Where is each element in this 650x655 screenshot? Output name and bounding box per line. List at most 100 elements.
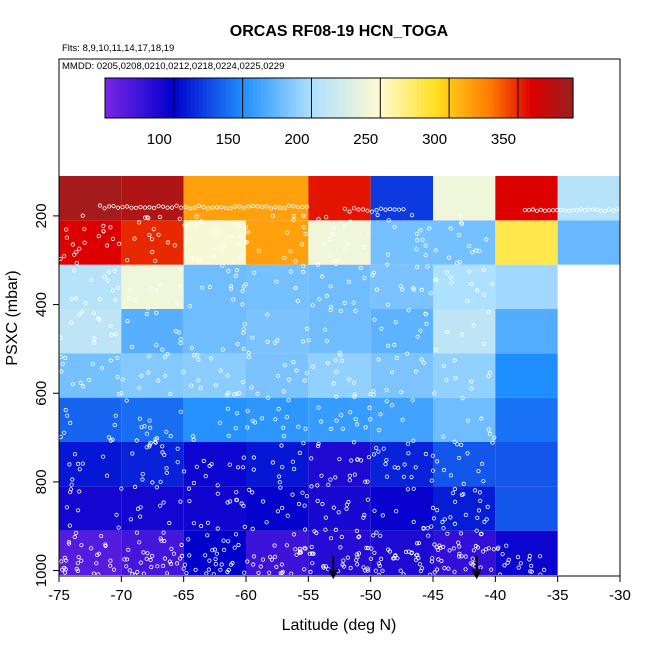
observation-point <box>455 442 460 447</box>
observation-point <box>110 437 115 442</box>
colorbar-segment <box>346 78 352 118</box>
observation-point <box>304 371 309 376</box>
observation-point <box>478 531 484 537</box>
observation-point <box>491 547 496 552</box>
colorbar-segment <box>541 78 547 118</box>
observation-point <box>432 542 437 547</box>
observation-point <box>132 572 137 578</box>
colorbar-segment <box>245 78 250 118</box>
observation-point <box>354 528 360 534</box>
arrow-head <box>328 568 339 580</box>
observation-point <box>354 552 359 557</box>
observation-point <box>138 560 143 565</box>
observation-point <box>342 300 347 306</box>
colorbar-segment <box>557 78 562 118</box>
observation-point <box>290 459 295 464</box>
observation-point <box>337 457 342 462</box>
observation-point <box>82 240 87 245</box>
colorbar-segment <box>128 78 133 118</box>
observation-point <box>486 427 491 432</box>
observation-point <box>240 288 245 294</box>
observation-point <box>477 490 482 495</box>
observation-point <box>399 390 404 395</box>
observation-point <box>66 541 72 546</box>
observation-point <box>550 208 556 213</box>
observation-point <box>70 242 76 247</box>
observation-point <box>206 567 211 572</box>
observation-point <box>140 471 145 477</box>
observation-point <box>459 554 464 559</box>
observation-point <box>297 450 302 455</box>
heatmap-cell <box>59 530 122 575</box>
heatmap-cell <box>59 220 122 265</box>
observation-point <box>293 259 298 264</box>
observation-point <box>476 508 482 513</box>
observation-point <box>233 425 238 431</box>
observation-point <box>245 559 250 564</box>
observation-point <box>336 510 341 515</box>
colorbar-segment <box>249 78 254 118</box>
observation-point <box>363 479 368 484</box>
observation-point <box>338 352 343 358</box>
observation-point <box>168 391 173 396</box>
observation-point <box>154 288 159 293</box>
observation-point <box>160 444 165 449</box>
observation-point <box>291 359 296 365</box>
colorbar-segment <box>413 78 418 118</box>
colorbar-segment <box>190 78 196 118</box>
observation-point <box>318 419 324 424</box>
colorbar-segment <box>370 78 375 118</box>
observation-point <box>406 451 411 456</box>
observation-point <box>89 546 94 551</box>
observation-point <box>226 539 231 544</box>
colorbar-segment <box>214 78 219 118</box>
observation-point <box>205 520 211 525</box>
colorbar-segment <box>362 78 367 118</box>
observation-point <box>241 205 247 211</box>
colorbar-segment <box>120 78 126 118</box>
observation-point <box>66 540 72 545</box>
observation-point <box>325 360 330 366</box>
observation-point <box>76 554 81 560</box>
observation-point <box>114 512 119 517</box>
observation-point <box>434 459 440 464</box>
heatmap-cell <box>183 530 246 575</box>
observation-point <box>413 465 418 470</box>
observation-point <box>409 550 414 555</box>
observation-point <box>428 290 433 296</box>
observation-point <box>351 380 357 385</box>
observation-point <box>459 332 465 337</box>
observation-point <box>291 214 296 219</box>
heatmap-cell <box>433 264 496 309</box>
observation-point <box>328 426 334 431</box>
colorbar-segment <box>179 78 184 118</box>
observation-point <box>255 391 260 396</box>
observation-point <box>241 465 246 470</box>
colorbar-segment <box>202 78 207 118</box>
observation-point <box>361 565 366 570</box>
observation-point <box>348 565 353 571</box>
observation-point <box>504 543 509 548</box>
observation-point <box>228 286 234 291</box>
arrow-head <box>471 568 482 580</box>
observation-point <box>284 543 289 548</box>
colorbar-segment <box>327 78 332 118</box>
colorbar-segment <box>253 78 258 118</box>
colorbar-segment <box>491 78 496 118</box>
observation-point <box>236 465 241 470</box>
observation-point <box>282 363 287 368</box>
observation-point <box>378 556 384 562</box>
observation-point <box>481 267 486 272</box>
observation-point <box>122 557 127 562</box>
heatmap-cell <box>246 309 309 354</box>
observation-point <box>238 254 243 259</box>
observation-point <box>169 205 175 210</box>
observation-point <box>598 208 604 213</box>
observation-point <box>363 425 368 430</box>
observation-point <box>578 207 584 212</box>
heatmap-cell <box>121 353 184 398</box>
observation-point <box>275 338 280 343</box>
observation-point <box>365 497 370 502</box>
observation-point <box>70 381 76 387</box>
observation-point <box>340 426 345 431</box>
